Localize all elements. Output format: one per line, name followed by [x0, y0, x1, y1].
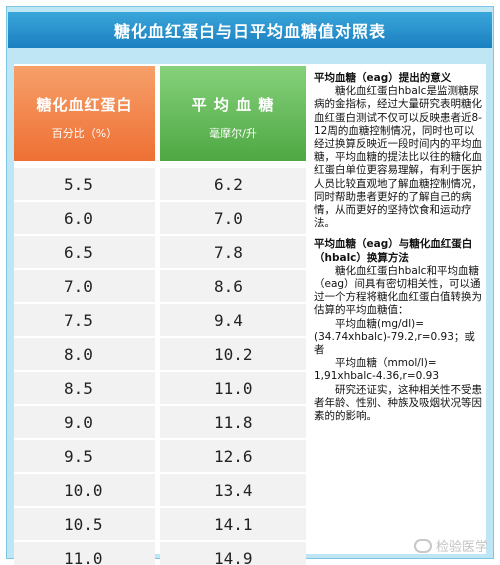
- watermark: 检验医学: [413, 536, 488, 555]
- watermark-text: 检验医学: [435, 540, 488, 555]
- glucose-cell: 9.4: [160, 304, 306, 336]
- hba1c-cell: 11.0: [14, 542, 155, 565]
- section2-intro: 糖化血红蛋白hbalc和平均血糖（eag）间具有密切相关性，可以通过一个方程将糖…: [314, 264, 482, 317]
- glucose-header-title: 平 均 血 糖: [191, 96, 275, 114]
- formula1: (34.74xhbalc)-79.2,r=0.93；或者: [314, 330, 475, 357]
- glucose-column-header: 平 均 血 糖 毫摩尔/升: [160, 66, 306, 161]
- page-title: 糖化血红蛋白与日平均血糖值对照表: [8, 12, 492, 48]
- table-row: 10.0 13.4: [14, 474, 306, 506]
- section1-heading: 平均血糖（eag）提出的意义: [314, 72, 452, 84]
- explanation-panel: 平均血糖（eag）提出的意义 糖化血红蛋白hbalc是监测糖尿病的金指标，经过大…: [314, 72, 484, 423]
- hba1c-cell: 9.0: [14, 406, 155, 438]
- glucose-cell: 14.1: [160, 508, 306, 540]
- glucose-cell: 8.6: [160, 270, 306, 302]
- table-row: 9.5 12.6: [14, 440, 306, 472]
- hba1c-column-header: 糖化血红蛋白 百分比（%）: [14, 66, 155, 161]
- hba1c-cell: 7.0: [14, 270, 155, 302]
- glucose-cell: 11.0: [160, 372, 306, 404]
- hba1c-cell: 8.5: [14, 372, 155, 404]
- formula2-label: 平均血糖（mmol/l)=: [335, 357, 437, 370]
- hba1c-cell: 6.5: [14, 236, 155, 268]
- hba1c-cell: 7.5: [14, 304, 155, 336]
- table-row: 7.5 9.4: [14, 304, 306, 336]
- hba1c-cell: 8.0: [14, 338, 155, 370]
- table-row: 8.5 11.0: [14, 372, 306, 404]
- glucose-cell: 7.8: [160, 236, 306, 268]
- formula2: 1,91xhbalc-4.36,r=0.93: [314, 370, 440, 383]
- hba1c-cell: 10.5: [14, 508, 155, 540]
- glucose-cell: 6.2: [160, 168, 306, 200]
- glucose-header-unit: 毫摩尔/升: [209, 127, 257, 140]
- table-row: 11.0 14.9: [14, 542, 306, 565]
- formula1-label: 平均血糖(mg/dl)=: [335, 317, 425, 330]
- hba1c-cell: 10.0: [14, 474, 155, 506]
- glucose-cell: 11.8: [160, 406, 306, 438]
- table-row: 7.0 8.6: [14, 270, 306, 302]
- conversion-table: 5.5 6.2 6.0 7.0 6.5 7.8 7.0 8.6 7.5 9.4 8.0 10.2 8.5…: [14, 168, 306, 565]
- glucose-cell: 12.6: [160, 440, 306, 472]
- table-row: 5.5 6.2: [14, 168, 306, 200]
- hba1c-cell: 5.5: [14, 168, 155, 200]
- table-row: 10.5 14.1: [14, 508, 306, 540]
- glucose-cell: 7.0: [160, 202, 306, 234]
- table-row: 6.5 7.8: [14, 236, 306, 268]
- table-row: 9.0 11.8: [14, 406, 306, 438]
- table-row: 6.0 7.0: [14, 202, 306, 234]
- hba1c-cell: 6.0: [14, 202, 155, 234]
- glucose-cell: 13.4: [160, 474, 306, 506]
- hba1c-cell: 9.5: [14, 440, 155, 472]
- section2-heading: 平均血糖（eag）与糖化血红蛋白（hbalc）换算方法: [314, 238, 473, 264]
- chat-bubble-icon: [413, 538, 432, 553]
- hba1c-header-title: 糖化血红蛋白: [36, 96, 133, 114]
- glucose-cell: 14.9: [160, 542, 306, 565]
- hba1c-header-unit: 百分比（%）: [51, 127, 118, 140]
- table-row: 8.0 10.2: [14, 338, 306, 370]
- section2-conclusion: 研究还证实，这种相关性不受患者年龄、性别、种族及吸烟状况等因素的的影响。: [314, 383, 482, 423]
- glucose-cell: 10.2: [160, 338, 306, 370]
- section1-body: 糖化血红蛋白hbalc是监测糖尿病的金指标，经过大量研究表明糖化血红蛋白测试不仅…: [314, 85, 482, 230]
